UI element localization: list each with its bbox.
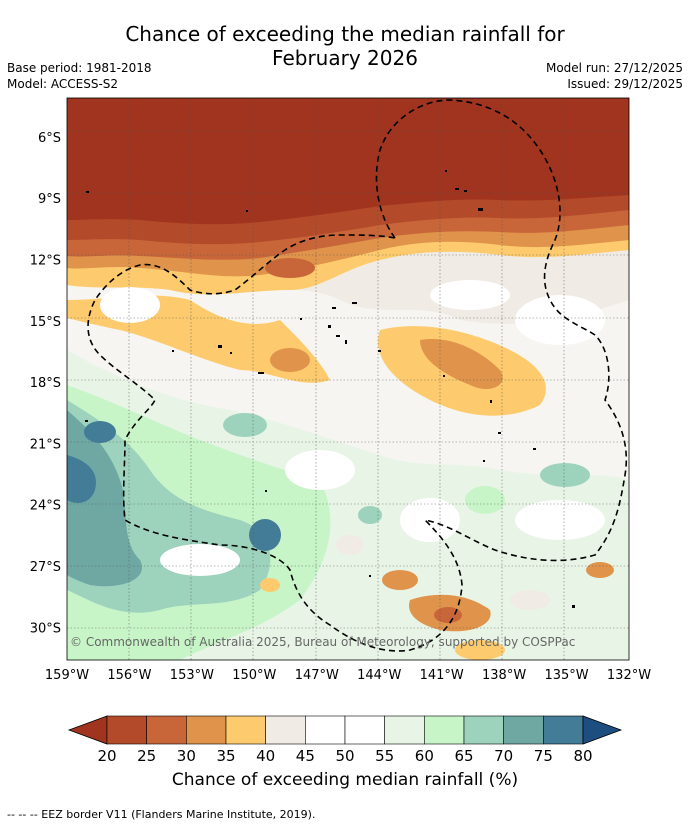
colorbar-tick-label: 45 xyxy=(296,747,315,765)
colorbar-tick-label: 50 xyxy=(335,747,354,765)
eez-borders xyxy=(87,99,628,652)
colorbar-segment xyxy=(146,715,187,745)
map-title: Chance of exceeding the median rainfall … xyxy=(0,22,690,70)
longitude-ticks: 159°W 156°W 153°W 150°W 147°W 144°W 141°W 138°W… xyxy=(45,668,651,683)
title-line-2: February 2026 xyxy=(272,46,418,70)
field-40-45-b xyxy=(510,590,550,610)
lat-tick-label: 27°S xyxy=(30,560,61,575)
lat-tick-label: 30°S xyxy=(30,621,61,636)
lon-tick-label: 147°W xyxy=(295,668,339,683)
lon-tick-label: 153°W xyxy=(170,668,214,683)
colorbar-tick-label: 75 xyxy=(534,747,553,765)
lon-tick-label: 141°W xyxy=(420,668,464,683)
lat-tick-label: 24°S xyxy=(30,499,61,514)
issued-date: Issued: 29/12/2025 xyxy=(567,77,683,91)
model-name: Model: ACCESS-S2 xyxy=(7,77,119,91)
field-65-70-c xyxy=(358,506,382,524)
colorbar-segment xyxy=(503,715,544,745)
latitude-ticks: 6°S 9°S 12°S 15°S 18°S 21°S 24°S 27°S 30°S xyxy=(30,131,61,636)
eez-border-path xyxy=(87,99,628,652)
colorbar-tick-label: 65 xyxy=(454,747,473,765)
colorbar-segment xyxy=(463,715,504,745)
lon-tick-label: 150°W xyxy=(232,668,276,683)
field-45-55-c xyxy=(515,295,605,345)
meta-left: Base period: 1981-2018 Model: ACCESS-S2 xyxy=(7,60,152,92)
colorbar-tick-label: 25 xyxy=(137,747,156,765)
colorbar-title: Chance of exceeding median rainfall (%) xyxy=(171,770,519,790)
lon-tick-label: 144°W xyxy=(357,668,401,683)
colorbar-tick-label: 40 xyxy=(256,747,275,765)
field-75-80-b xyxy=(84,421,116,443)
lat-tick-label: 21°S xyxy=(30,437,61,452)
field-30-35-f xyxy=(586,562,614,578)
lon-tick-label: 156°W xyxy=(107,668,151,683)
lon-tick-label: 135°W xyxy=(544,668,588,683)
islands xyxy=(85,170,575,608)
colorbar-segment xyxy=(265,715,306,745)
colorbar-segment xyxy=(384,715,425,745)
field-45-55-g xyxy=(400,498,460,542)
field-65-70-b xyxy=(223,413,267,437)
colorbar-extend-low xyxy=(67,715,108,745)
field-70-75 xyxy=(67,410,142,587)
field-25-30-b xyxy=(265,258,315,278)
graticule xyxy=(67,98,629,660)
lat-tick-label: 9°S xyxy=(38,192,61,207)
field-65-70-d xyxy=(540,463,590,487)
eez-footnote: -- -- -- EEZ border V11 (Flanders Marine… xyxy=(7,808,316,821)
field-35-40-e xyxy=(455,640,505,660)
colorbar-tick-label: 30 xyxy=(177,747,196,765)
colorbar-segment xyxy=(424,715,465,745)
copyright-text: © Commonwealth of Australia 2025, Bureau… xyxy=(70,635,575,649)
field-45-55-a xyxy=(100,287,160,323)
field-75-80-c xyxy=(249,519,281,551)
colorbar-tick-label: 35 xyxy=(216,747,235,765)
field-45-55-f xyxy=(160,544,240,576)
lon-tick-label: 132°W xyxy=(607,668,651,683)
field-45-55-e xyxy=(515,500,605,540)
field-30-35-c xyxy=(270,348,310,372)
colorbar-tick-label: 20 xyxy=(97,747,116,765)
lat-tick-label: 18°S xyxy=(30,376,61,391)
colorbar: 20 25 30 35 40 45 50 55 60 65 70 75 80 xyxy=(67,715,623,765)
colorbar-segment xyxy=(305,715,346,745)
title-line-1: Chance of exceeding the median rainfall … xyxy=(125,22,565,46)
lat-tick-label: 6°S xyxy=(38,131,61,146)
field-30-35-b xyxy=(420,339,503,390)
base-period: Base period: 1981-2018 xyxy=(7,61,152,75)
model-run: Model run: 27/12/2025 xyxy=(545,61,683,75)
field-below-20 xyxy=(67,98,629,225)
lon-tick-label: 138°W xyxy=(482,668,526,683)
field-45-55-d xyxy=(285,450,355,490)
field-35-40-d xyxy=(260,578,280,592)
field-75-80-a xyxy=(67,455,96,503)
field-40-45-c xyxy=(336,535,364,555)
colorbar-segment xyxy=(106,715,147,745)
lat-tick-label: 15°S xyxy=(30,315,61,330)
field-60-65-b xyxy=(465,486,505,514)
colorbar-extend-high xyxy=(582,715,623,745)
field-30-35-e xyxy=(382,570,418,590)
colorbar-tick-label: 60 xyxy=(415,747,434,765)
colorbar-segment xyxy=(543,715,584,745)
meta-right: Model run: 27/12/2025 Issued: 29/12/2025 xyxy=(546,60,683,92)
colorbar-tick-label: 70 xyxy=(494,747,513,765)
field-45-55-b xyxy=(430,280,510,310)
colorbar-segment xyxy=(344,715,385,745)
colorbar-segment xyxy=(186,715,227,745)
map-frame xyxy=(66,97,630,661)
lat-tick-label: 12°S xyxy=(30,253,61,268)
colorbar-segment xyxy=(225,715,266,745)
lon-tick-label: 159°W xyxy=(45,668,89,683)
rainfall-map: © Commonwealth of Australia 2025, Bureau… xyxy=(30,97,651,765)
map-field: © Commonwealth of Australia 2025, Bureau… xyxy=(67,98,629,660)
colorbar-tick-label: 80 xyxy=(573,747,592,765)
field-25-30-c xyxy=(434,607,462,623)
colorbar-tick-label: 55 xyxy=(375,747,394,765)
